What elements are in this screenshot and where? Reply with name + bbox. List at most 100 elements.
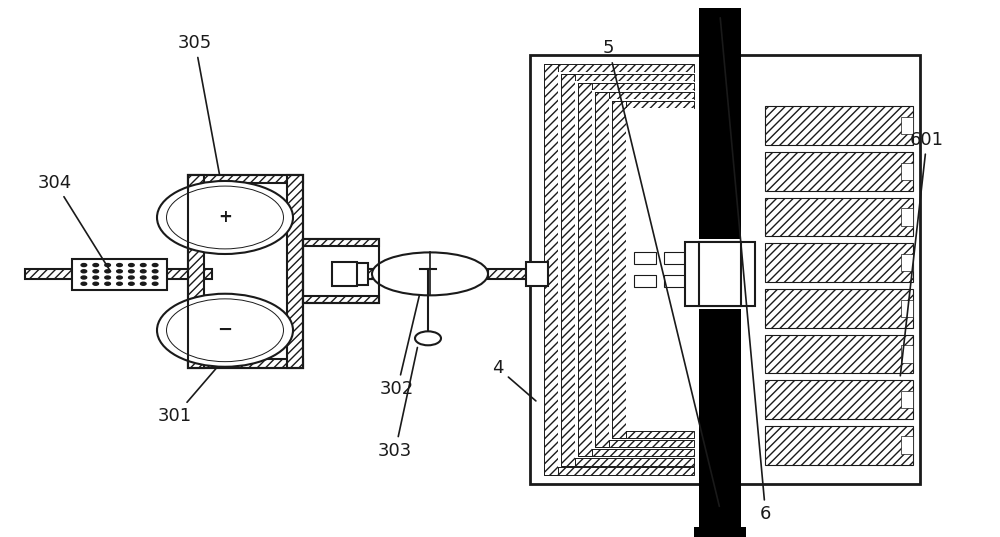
Bar <box>729 252 751 264</box>
Circle shape <box>93 264 99 266</box>
Circle shape <box>157 181 293 254</box>
Bar <box>578 449 694 456</box>
Text: 302: 302 <box>380 295 419 398</box>
Bar <box>901 437 913 454</box>
Circle shape <box>81 282 87 285</box>
Bar <box>530 55 920 484</box>
Bar <box>626 108 694 431</box>
Circle shape <box>81 264 87 266</box>
Circle shape <box>140 264 146 266</box>
Circle shape <box>167 299 283 361</box>
Bar <box>699 242 741 306</box>
Bar <box>699 252 721 264</box>
Circle shape <box>93 282 99 285</box>
Text: 305: 305 <box>178 34 219 175</box>
Text: +: + <box>218 208 232 227</box>
Circle shape <box>117 276 122 279</box>
Circle shape <box>93 270 99 273</box>
Bar <box>575 81 694 458</box>
Circle shape <box>129 276 134 279</box>
Bar <box>765 198 913 236</box>
Bar <box>699 8 741 239</box>
Bar <box>578 83 694 90</box>
Circle shape <box>105 282 110 285</box>
Bar <box>188 175 303 183</box>
Bar <box>561 458 694 466</box>
Bar <box>901 254 913 271</box>
Bar <box>188 175 303 368</box>
Bar <box>592 90 694 449</box>
Text: 601: 601 <box>900 130 944 376</box>
Circle shape <box>105 276 110 279</box>
Bar <box>303 296 379 303</box>
Circle shape <box>140 276 146 279</box>
Bar <box>332 262 357 286</box>
Bar <box>488 269 526 279</box>
Bar <box>684 239 756 309</box>
Bar <box>634 252 656 264</box>
Bar <box>561 74 694 81</box>
Bar <box>317 246 363 296</box>
Bar <box>765 289 913 328</box>
Bar <box>765 335 913 373</box>
Circle shape <box>157 294 293 367</box>
Bar <box>578 83 592 456</box>
Bar <box>699 309 741 529</box>
Bar <box>765 380 913 419</box>
Circle shape <box>81 270 87 273</box>
Circle shape <box>167 186 283 249</box>
Bar <box>901 391 913 408</box>
Bar <box>595 92 609 447</box>
Bar <box>350 263 368 285</box>
Bar <box>765 106 913 145</box>
Bar <box>25 269 72 279</box>
Bar <box>901 208 913 226</box>
Bar <box>699 275 721 287</box>
Circle shape <box>129 264 134 266</box>
Bar <box>167 269 212 279</box>
Bar <box>303 239 379 246</box>
Text: 304: 304 <box>38 173 111 272</box>
Circle shape <box>117 282 122 285</box>
Bar <box>595 440 694 447</box>
Bar <box>634 275 656 287</box>
Text: 303: 303 <box>378 347 417 460</box>
Bar <box>595 92 694 99</box>
Bar <box>901 345 913 362</box>
Bar <box>204 183 287 359</box>
Bar <box>612 101 694 108</box>
Bar <box>765 152 913 191</box>
Bar <box>901 163 913 180</box>
Bar <box>357 269 389 279</box>
Circle shape <box>117 264 122 266</box>
Text: 4: 4 <box>492 359 536 401</box>
Bar <box>287 175 303 368</box>
Bar <box>694 527 746 537</box>
Circle shape <box>152 282 158 285</box>
Bar <box>526 262 548 286</box>
Text: 6: 6 <box>720 18 771 524</box>
Bar <box>685 242 755 306</box>
Bar <box>188 175 204 368</box>
Circle shape <box>93 276 99 279</box>
Bar <box>699 8 741 529</box>
Circle shape <box>415 331 441 345</box>
Text: 5: 5 <box>603 39 719 506</box>
Bar <box>765 426 913 465</box>
Bar <box>699 311 741 529</box>
Circle shape <box>140 282 146 285</box>
Bar <box>558 72 694 467</box>
Circle shape <box>152 276 158 279</box>
Bar <box>664 252 686 264</box>
Circle shape <box>105 270 110 273</box>
Bar <box>664 275 686 287</box>
Bar <box>357 269 395 279</box>
Circle shape <box>152 270 158 273</box>
Circle shape <box>81 276 87 279</box>
Bar <box>901 300 913 317</box>
Circle shape <box>105 264 110 266</box>
Bar <box>72 259 167 290</box>
Bar <box>714 529 726 537</box>
Bar <box>609 99 694 440</box>
Circle shape <box>117 270 122 273</box>
